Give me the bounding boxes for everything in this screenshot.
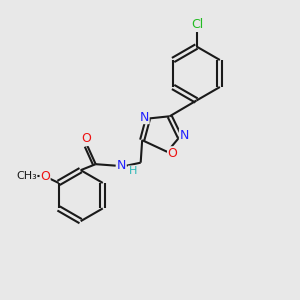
Text: O: O xyxy=(40,170,50,183)
Text: Cl: Cl xyxy=(191,18,203,32)
Text: N: N xyxy=(116,159,126,172)
Text: H: H xyxy=(128,166,137,176)
Text: CH₃: CH₃ xyxy=(16,171,37,181)
Text: N: N xyxy=(140,111,149,124)
Text: O: O xyxy=(81,133,91,146)
Text: O: O xyxy=(168,147,178,160)
Text: N: N xyxy=(179,129,189,142)
